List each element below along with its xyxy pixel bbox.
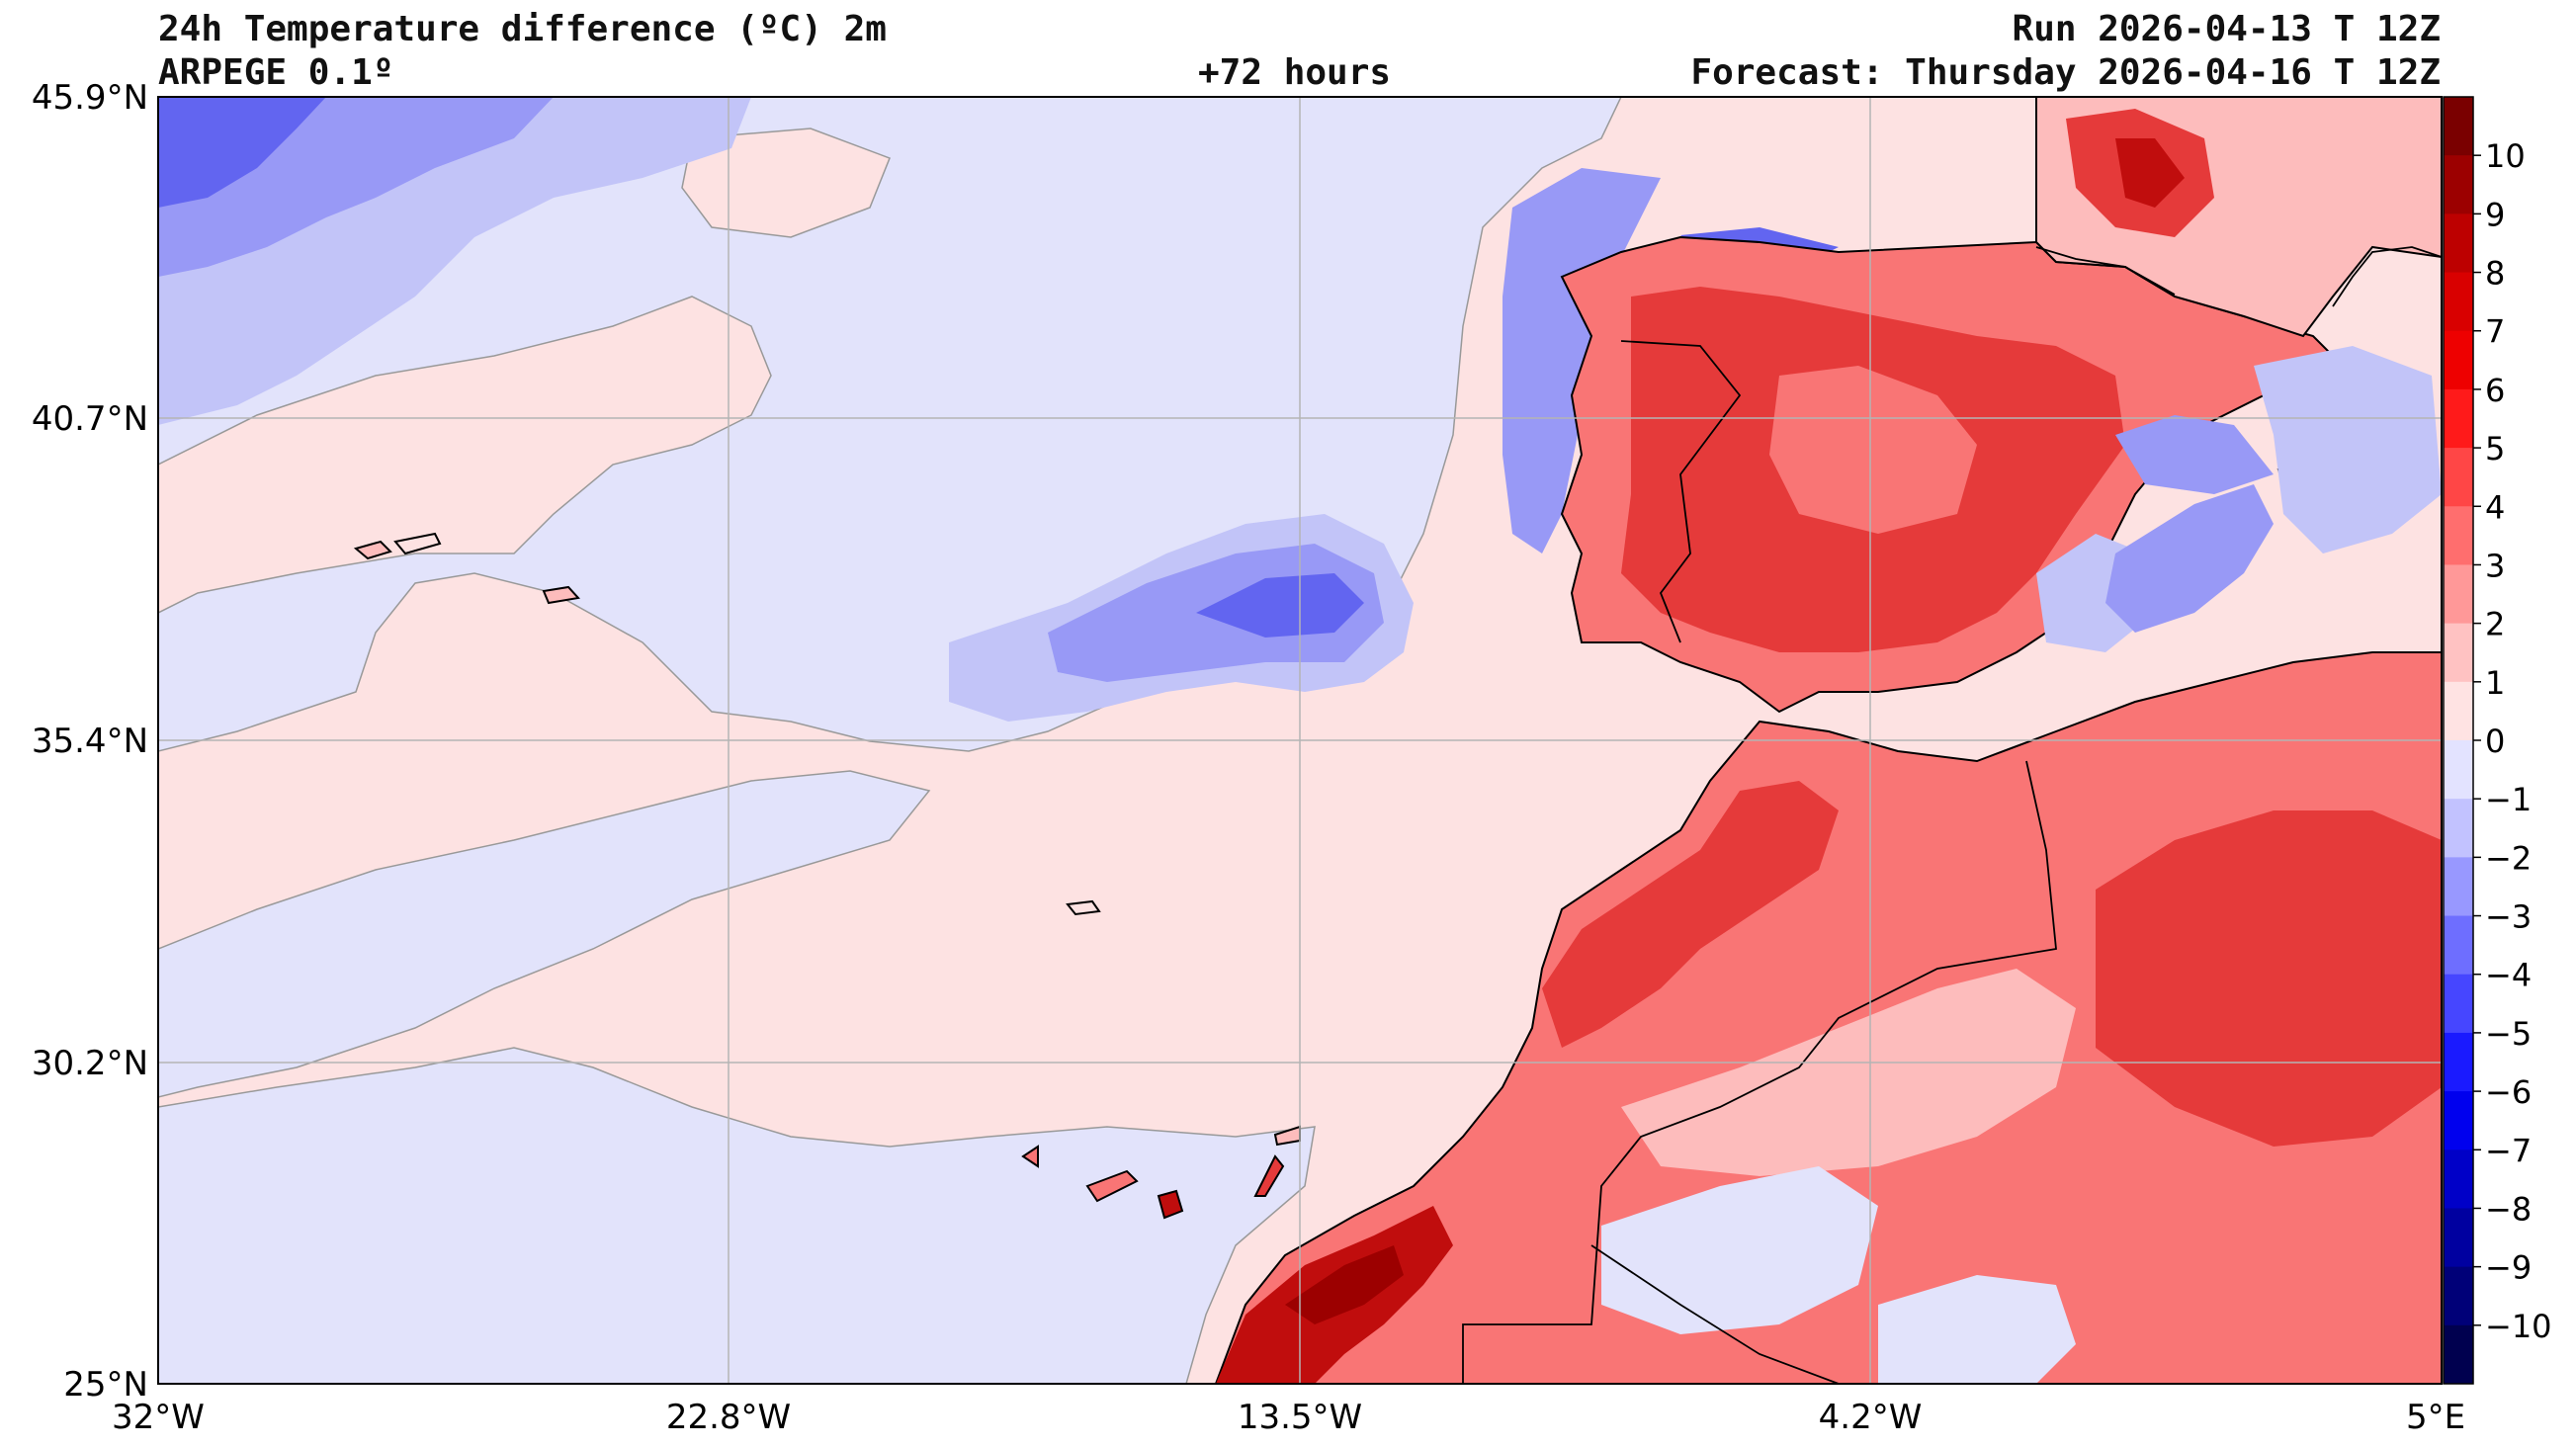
colorbar-tick-label: −8 <box>2485 1190 2532 1228</box>
lat-tick-label: 35.4°N <box>32 722 148 761</box>
colorbar-tick-label: −2 <box>2485 839 2532 877</box>
colorbar-tick-label: −6 <box>2485 1073 2532 1111</box>
colorbar-tick-label: 3 <box>2485 547 2505 584</box>
colorbar-swatch <box>2444 1091 2473 1150</box>
france-hot-spot <box>2115 138 2185 208</box>
lon-tick-label: 4.2°W <box>1819 1398 1923 1437</box>
colorbar-swatch <box>2444 1032 2473 1092</box>
colorbar-tick-label: −7 <box>2485 1132 2532 1169</box>
border-morocco-algeria <box>1462 760 2057 1384</box>
sea-warm-patch-northwest <box>158 296 772 614</box>
lat-tick-label: 45.9°N <box>32 78 148 118</box>
mediterranean-cold-pool <box>2105 484 2274 633</box>
graticule <box>158 97 2442 1384</box>
lat-tick-label: 40.7°N <box>32 399 148 439</box>
africa-coastal-deep-hot <box>1285 1245 1404 1324</box>
colorbar-swatch <box>2444 623 2473 683</box>
colorbar-swatch <box>2444 506 2473 565</box>
colorbar-swatch <box>2444 448 2473 507</box>
colorbar-tick-label: −10 <box>2485 1308 2552 1345</box>
colorbar-tick-label: −5 <box>2485 1015 2532 1053</box>
colorbar-swatch <box>2444 915 2473 976</box>
model-label: ARPEGE 0.1º <box>158 52 394 93</box>
lon-tick-label: 32°W <box>112 1398 205 1437</box>
colorbar-tick-label: 4 <box>2485 488 2505 526</box>
colorbar-tick-label: −9 <box>2485 1249 2532 1287</box>
border-portugal-spain <box>1620 340 1742 643</box>
colorbar-swatch <box>2444 213 2473 274</box>
border-france-italy <box>2332 246 2442 307</box>
map-title: 24h Temperature difference (ºC) 2m <box>158 9 887 49</box>
colorbar-tick-label: 6 <box>2485 372 2505 409</box>
colorbar-swatch <box>2444 1208 2473 1268</box>
colorbar-tick-label: 0 <box>2485 723 2505 760</box>
colorbar-tick-label: −1 <box>2485 781 2532 818</box>
colorbar-swatch <box>2444 97 2473 156</box>
sea-cooling-band-southwest <box>158 1047 1316 1384</box>
mediterranean-cold-pool-north <box>2115 415 2274 494</box>
colorbar-swatch <box>2444 1324 2473 1385</box>
colorbar-tick-label: −4 <box>2485 957 2532 994</box>
cold-fringe-iberia-west <box>1503 168 1661 554</box>
colorbar-swatch <box>2444 330 2473 390</box>
colorbar-swatch <box>2444 740 2473 800</box>
colorbar-swatch <box>2444 564 2473 625</box>
colorbar-tick-label: 10 <box>2485 137 2526 175</box>
run-label: Run 2026-04-13 T 12Z <box>2012 9 2441 49</box>
island-azores-2 <box>393 532 442 555</box>
mediterranean-light <box>2254 346 2442 554</box>
sea-cooling-band-south <box>158 770 931 1098</box>
colorbar-tick-label: 9 <box>2485 196 2505 233</box>
lon-tick-label: 22.8°W <box>666 1398 791 1437</box>
island-canary-1 <box>1021 1145 1039 1168</box>
africa-cool-south <box>1878 1275 2076 1384</box>
longitude-axis: 32°W 22.8°W 13.5°W 4.2°W 5°E <box>112 1398 2465 1437</box>
africa-cool-interior <box>1601 1166 1878 1334</box>
colorbar-swatch <box>2444 272 2473 332</box>
iberia-warm-patch-interior <box>1769 366 1977 534</box>
forecast-label: Forecast: Thursday 2026-04-16 T 12Z <box>1690 52 2441 93</box>
colorbar-swatch <box>2444 1266 2473 1326</box>
cold-pool-northwest-strong <box>158 97 326 208</box>
colorbar-swatch <box>2444 681 2473 741</box>
colorbar-swatch <box>2444 974 2473 1034</box>
colorbar-swatch <box>2444 155 2473 214</box>
colorbar-tick-label: 2 <box>2485 606 2505 643</box>
border-spain-france <box>2035 246 2176 296</box>
colorbar-tick-label: 1 <box>2485 664 2505 702</box>
cold-streak-atlantic-strong <box>1196 573 1364 638</box>
island-azores-1 <box>353 540 392 560</box>
colorbar-swatch <box>2444 1150 2473 1209</box>
africa-light-band <box>1621 969 2076 1176</box>
lon-tick-label: 13.5°W <box>1238 1398 1362 1437</box>
lat-tick-label: 25°N <box>63 1365 148 1405</box>
colorbar-swatch <box>2444 388 2473 449</box>
land-north-africa <box>1214 651 2442 1384</box>
colorbar-swatch <box>2444 799 2473 858</box>
island-canary-3 <box>1157 1189 1184 1220</box>
colorbar-tick-label: 8 <box>2485 255 2505 293</box>
island-azores-3 <box>542 585 580 605</box>
lead-time-label: +72 hours <box>1198 52 1392 93</box>
island-canary-4 <box>1253 1154 1285 1197</box>
lat-tick-label: 30.2°N <box>32 1044 148 1083</box>
island-canary-2 <box>1085 1169 1139 1203</box>
colorbar-swatch <box>2444 857 2473 917</box>
island-madeira <box>1066 899 1101 916</box>
lon-tick-label: 5°E <box>2406 1398 2465 1437</box>
sea-warm-patch-north <box>681 128 891 238</box>
latitude-axis: 45.9°N 40.7°N 35.4°N 30.2°N 25°N <box>32 78 148 1405</box>
africa-warm-belt <box>1542 781 1839 1048</box>
map-frame <box>157 96 2443 1385</box>
colorbar-tick-label: 7 <box>2485 313 2505 351</box>
colorbar-tick-label: 5 <box>2485 430 2505 468</box>
colorbar-tick-label: −3 <box>2485 898 2532 936</box>
border-algeria-east <box>1590 1244 1840 1384</box>
